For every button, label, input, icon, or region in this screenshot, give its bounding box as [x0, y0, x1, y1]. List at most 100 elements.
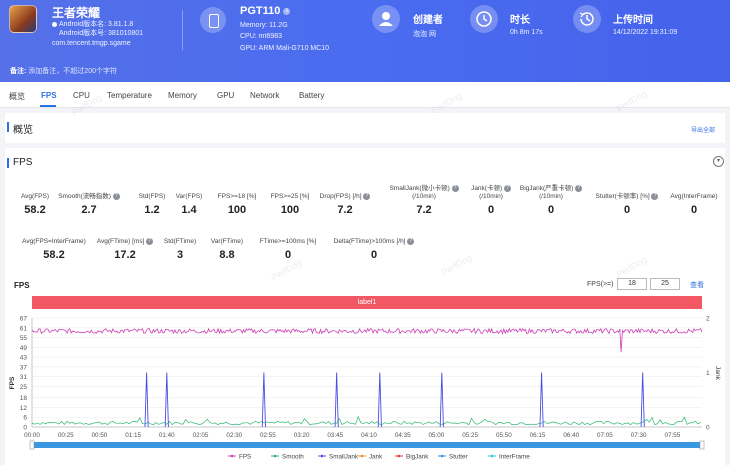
- legend-label: Smooth: [282, 454, 304, 461]
- tab-network[interactable]: Network: [250, 91, 280, 100]
- y-tick-label: 49: [20, 345, 28, 352]
- chart-title: FPS: [14, 281, 30, 290]
- android-version-code: Android版本号: 381010801: [59, 30, 144, 37]
- x-tick-label: 06:40: [563, 432, 579, 439]
- note-label: 备注:: [10, 68, 27, 75]
- help-icon[interactable]: ?: [503, 185, 511, 192]
- device-gpu: GPU: ARM Mali-G710 MC10: [240, 45, 330, 52]
- x-tick-label: 07:55: [664, 432, 680, 439]
- tab-cpu[interactable]: CPU: [73, 91, 90, 100]
- metric-label: Var(FPS): [175, 193, 203, 200]
- x-tick-label: 00:50: [92, 432, 108, 439]
- app-name: 王者荣耀: [52, 6, 101, 20]
- metric-value: 100: [227, 204, 247, 216]
- y-tick-label: 25: [20, 384, 28, 391]
- metric-value: 58.2: [24, 204, 46, 216]
- x-tick-label: 04:35: [395, 432, 411, 439]
- x-tick-label: 02:55: [260, 432, 276, 439]
- fps-threshold-input-1[interactable]: 18: [617, 278, 647, 290]
- info-icon[interactable]: i: [283, 7, 291, 15]
- metric-r1-1: Smooth(流畅指数) ? 2.7: [44, 193, 134, 216]
- metric-r1-5: FPS>=25 [%] 100: [245, 193, 335, 216]
- history-icon: [573, 5, 601, 33]
- x-tick-label: 06:15: [530, 432, 546, 439]
- metric-r2-3: Var(FTime) 8.8: [182, 238, 272, 261]
- help-icon[interactable]: ?: [651, 193, 659, 200]
- legend-label: BigJank: [406, 454, 429, 461]
- legend-marker-dot: [320, 454, 324, 458]
- export-all-link[interactable]: 导出全部: [690, 128, 715, 134]
- help-icon[interactable]: ?: [146, 238, 154, 245]
- fps-threshold-apply[interactable]: 查看: [690, 282, 704, 289]
- legend-label: Stutter: [449, 454, 468, 461]
- collapse-icon[interactable]: ▾: [713, 156, 724, 167]
- metric-value: 0: [487, 204, 495, 217]
- user-icon-glyph: [379, 12, 393, 26]
- creator-label: 创建者: [413, 15, 443, 26]
- metric-value: 1.2: [144, 204, 160, 216]
- history-icon-glyph: [579, 12, 594, 26]
- y-tick-label: 67: [20, 316, 28, 323]
- x-tick-label: 03:45: [327, 432, 343, 439]
- legend-marker-dot: [273, 454, 277, 458]
- creator-value: 泡泡 网: [413, 31, 436, 38]
- legend-marker-dot: [397, 454, 401, 458]
- upload-value: 14/12/2022 19:31:09: [613, 29, 678, 36]
- x-tick-label: 04:10: [361, 432, 377, 439]
- metric-label-unit: (/10min): [479, 193, 503, 201]
- help-icon[interactable]: ?: [407, 238, 415, 245]
- overview-title: 概览: [7, 121, 33, 136]
- help-icon[interactable]: ?: [112, 193, 120, 200]
- metric-value: 7.2: [416, 204, 432, 217]
- x-tick-label: 01:40: [159, 432, 175, 439]
- metric-r1-8: Jank(卡顿) ? (/10min) 0: [446, 185, 536, 216]
- help-icon[interactable]: ?: [575, 185, 583, 192]
- x-tick-label: 05:50: [496, 432, 512, 439]
- tab-memory[interactable]: Memory: [168, 91, 197, 100]
- x-tick-label: 03:20: [294, 432, 310, 439]
- note-input[interactable]: 添加备注，不超过200个字符: [28, 68, 117, 75]
- metric-label: Jank(卡顿) ?: [446, 185, 536, 193]
- y-right-axis-label: Jank: [714, 366, 721, 380]
- label-bar[interactable]: label1: [32, 296, 702, 309]
- tab-overview[interactable]: 概览: [9, 92, 25, 101]
- tab-temperature[interactable]: Temperature: [107, 91, 152, 100]
- phone-icon: [200, 7, 226, 33]
- metric-r1-11: Avg(InterFrame) 0: [649, 193, 730, 216]
- metric-label: Avg(FTime) [ms] ?: [80, 238, 170, 246]
- metric-value: 0: [284, 249, 292, 261]
- tab-battery[interactable]: Battery: [299, 91, 325, 100]
- help-icon[interactable]: ?: [363, 193, 371, 200]
- metric-label: Avg(InterFrame): [670, 193, 718, 200]
- upload-label: 上传时间: [613, 15, 653, 26]
- metric-r2-4: FTime>=100ms [%] 0: [243, 238, 333, 261]
- y-tick-label: 18: [20, 395, 28, 402]
- legend-marker-dot: [230, 454, 234, 458]
- metric-value: 100: [280, 204, 300, 216]
- metric-r1-4: FPS>=18 [%] 100: [192, 193, 282, 216]
- note-row[interactable]: 备注: 添加备注，不超过200个字符: [10, 66, 117, 76]
- metric-value: 0: [370, 249, 378, 262]
- help-icon[interactable]: ?: [451, 185, 459, 192]
- x-tick-label: 00:00: [24, 432, 40, 439]
- tab-fps[interactable]: FPS: [41, 91, 57, 100]
- x-tick-label: 01:15: [125, 432, 141, 439]
- metric-r1-6: Drop(FPS) [/h] ? 7.2: [300, 193, 390, 216]
- fps-threshold-input-2[interactable]: 25: [650, 278, 680, 290]
- series-smalljank-spike: [377, 372, 382, 428]
- clock-icon: [470, 5, 498, 33]
- legend-label: Jank: [369, 454, 383, 461]
- series-fps: [31, 327, 703, 353]
- metric-r1-9: BigJank(严重卡顿) ? (/10min) 0: [506, 185, 596, 216]
- metric-r1-7: SmallJank(微小卡顿) ? (/10min) 7.2: [379, 185, 469, 216]
- clock-icon-glyph: [476, 11, 492, 27]
- metric-r1-2: Std(FPS) 1.2: [107, 193, 197, 216]
- android-icon: [52, 21, 57, 27]
- metric-label: FPS>=18 [%]: [217, 193, 257, 200]
- metric-r1-0: Avg(FPS) 58.2: [0, 193, 80, 216]
- y-tick-label: 12: [20, 405, 28, 412]
- app-icon: [9, 5, 37, 33]
- x-tick-label: 07:05: [597, 432, 613, 439]
- tab-gpu[interactable]: GPU: [217, 91, 235, 100]
